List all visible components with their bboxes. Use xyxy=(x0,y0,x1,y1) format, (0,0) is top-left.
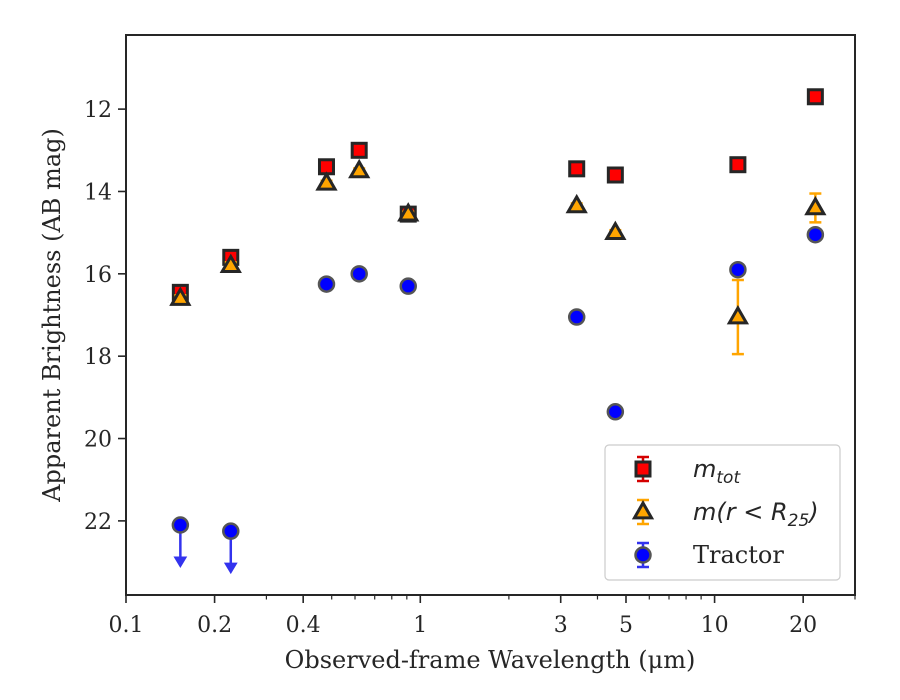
data-point xyxy=(315,171,338,191)
x-tick-label: 0.4 xyxy=(286,613,321,638)
data-point xyxy=(350,141,368,159)
y-tick-label: 18 xyxy=(84,345,112,370)
data-point xyxy=(348,158,371,179)
data-point xyxy=(806,88,824,106)
series-square xyxy=(171,88,824,301)
data-point xyxy=(729,260,747,279)
legend-marker xyxy=(634,546,652,564)
legend-box xyxy=(604,444,841,581)
data-point xyxy=(219,253,242,273)
y-axis-label: Apparent Brightness (AB mag) xyxy=(38,128,66,503)
x-tick-label: 0.1 xyxy=(109,613,144,638)
legend-entry: Tractor xyxy=(634,541,784,569)
legend-label: mtot xyxy=(693,455,741,488)
x-axis-label: Observed-frame Wavelength (μm) xyxy=(285,646,696,674)
axes-frame xyxy=(125,34,856,596)
data-point xyxy=(565,193,588,214)
plot-area xyxy=(169,88,827,575)
data-point xyxy=(568,160,586,178)
x-tick-label: 0.2 xyxy=(197,613,232,638)
x-tick-label: 3 xyxy=(554,613,568,638)
data-point xyxy=(350,265,368,283)
data-point xyxy=(397,202,420,222)
legend: mtot m(r < R25) Tractor xyxy=(604,444,841,581)
axes: 0.1 0.2 0.4 1 3 5 10 20 12 14 16 18 20 22 xyxy=(84,34,856,638)
data-point xyxy=(169,286,192,306)
y-tick-label: 12 xyxy=(84,98,112,123)
legend-label: Tractor xyxy=(693,541,784,569)
data-point xyxy=(729,156,747,174)
y-tick-label: 22 xyxy=(84,510,112,535)
data-point xyxy=(726,305,750,325)
y-tick-label: 16 xyxy=(84,263,112,288)
legend-label: m(r < R25) xyxy=(693,498,819,531)
legend-entry: m(r < R25) xyxy=(631,498,819,531)
upper-limit-arrowhead xyxy=(173,556,188,568)
data-point xyxy=(567,308,586,326)
data-point xyxy=(317,275,336,293)
x-tick-label: 20 xyxy=(789,613,817,638)
data-point xyxy=(399,277,417,295)
y-tick-label: 20 xyxy=(84,428,112,453)
x-tick-label: 5 xyxy=(619,613,633,638)
legend-entry: mtot xyxy=(634,455,741,488)
x-tick-label: 10 xyxy=(701,613,729,638)
legend-marker xyxy=(634,460,652,478)
series-circle xyxy=(171,225,825,575)
data-point xyxy=(606,403,625,421)
data-point xyxy=(604,220,627,240)
data-point xyxy=(804,195,827,216)
data-point xyxy=(806,225,825,244)
legend-marker xyxy=(631,499,655,520)
y-tick-label: 14 xyxy=(84,180,112,205)
upper-limit-arrowhead xyxy=(223,562,238,575)
x-tick-label: 1 xyxy=(413,613,427,638)
data-point xyxy=(222,522,240,540)
data-point xyxy=(171,516,190,534)
data-point xyxy=(606,166,624,184)
series-triangle xyxy=(169,158,827,356)
